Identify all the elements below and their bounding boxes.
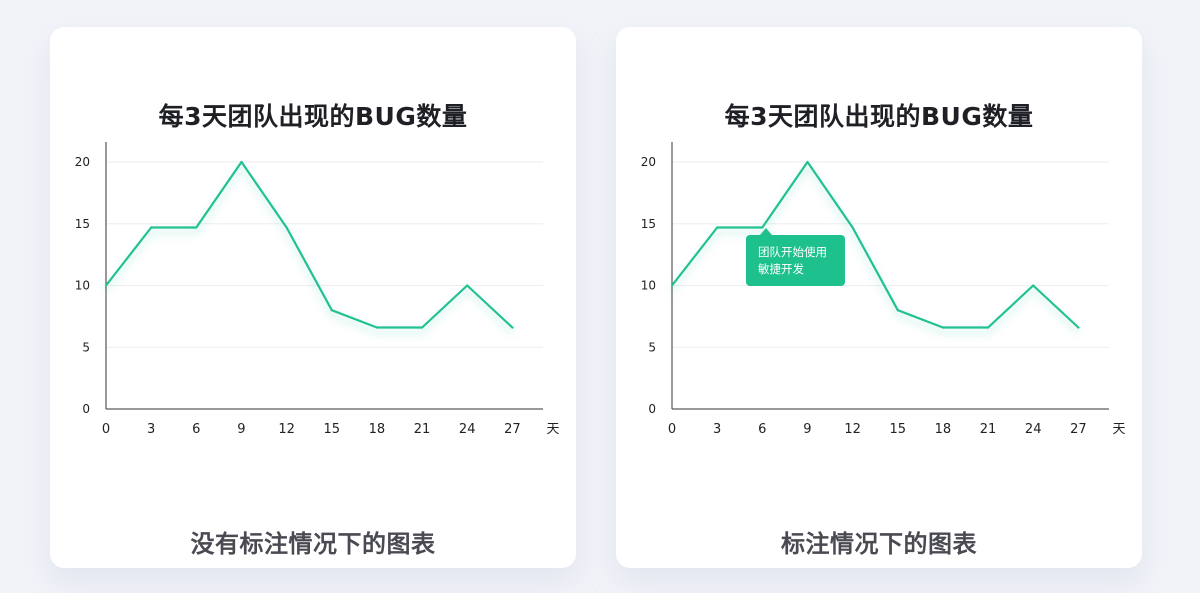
data-point: [330, 309, 333, 312]
y-tick-label: 5: [82, 340, 90, 354]
data-point: [375, 326, 378, 329]
x-tick-label: 24: [1025, 422, 1042, 437]
y-tick-label: 10: [75, 279, 90, 293]
x-tick-label: 15: [889, 422, 906, 437]
data-point: [941, 326, 944, 329]
x-tick-label: 3: [713, 422, 721, 437]
chart-caption: 标注情况下的图表: [781, 530, 977, 558]
x-tick-label: 12: [844, 422, 861, 437]
x-tick-label: 18: [369, 422, 386, 437]
y-tick-label: 20: [75, 155, 90, 169]
line-chart: 0 5 10 15 20 0 3 6 9 12 15 18 21 24 27 天: [641, 142, 1125, 437]
chart-caption: 没有标注情况下的图表: [190, 530, 436, 558]
x-tick-label: 3: [147, 422, 155, 437]
x-tick-label: 27: [1070, 422, 1087, 437]
data-point: [806, 160, 809, 164]
x-tick-label: 0: [102, 422, 110, 437]
annotation-line-1: 团队开始使用: [758, 245, 827, 259]
callout-pointer: [760, 228, 772, 235]
x-tick-label: 21: [414, 422, 431, 437]
x-tick-label: 24: [459, 422, 476, 437]
series-line: [670, 160, 1080, 329]
y-tick-label: 15: [641, 217, 656, 231]
data-point: [716, 226, 719, 229]
y-tick-label: 20: [641, 155, 656, 169]
data-point: [150, 226, 153, 229]
data-point: [1077, 326, 1080, 329]
data-point: [1032, 284, 1035, 287]
x-tick-label: 18: [935, 422, 952, 437]
data-point: [240, 160, 243, 164]
chart-card-unannotated: 每3天团队出现的BUG数量 0 5 10 15 20 0 3 6 9 12 15 18 21 24 27 天 …: [50, 27, 576, 568]
data-point: [851, 226, 854, 229]
x-tick-label: 6: [758, 422, 766, 437]
annotation-line-2: 敏捷开发: [758, 262, 804, 276]
y-tick-label: 15: [75, 217, 90, 231]
x-tick-label: 27: [504, 422, 521, 437]
x-axis-unit: 天: [1112, 422, 1125, 437]
chart-annotation-callout: 团队开始使用 敏捷开发: [746, 228, 845, 286]
x-tick-label: 6: [192, 422, 200, 437]
line-chart: 0 5 10 15 20 0 3 6 9 12 15 18 21 24 27 天: [75, 142, 559, 437]
data-point: [420, 326, 424, 329]
data-point: [104, 284, 108, 287]
chart-title: 每3天团队出现的BUG数量: [724, 102, 1034, 131]
x-axis-unit: 天: [546, 422, 559, 437]
y-tick-label: 0: [82, 402, 90, 416]
chart-title: 每3天团队出现的BUG数量: [158, 102, 468, 131]
y-tick-label: 0: [648, 402, 656, 416]
data-point: [670, 284, 674, 287]
data-point: [986, 326, 990, 329]
data-point: [285, 226, 288, 229]
x-tick-label: 9: [237, 422, 245, 437]
y-tick-label: 10: [641, 279, 656, 293]
data-point: [896, 309, 899, 312]
x-tick-label: 9: [803, 422, 811, 437]
data-point: [195, 226, 198, 229]
x-tick-label: 0: [668, 422, 676, 437]
x-tick-label: 21: [980, 422, 997, 437]
x-tick-label: 15: [323, 422, 340, 437]
series-line: [104, 160, 514, 329]
x-tick-label: 12: [278, 422, 295, 437]
chart-card-annotated: 每3天团队出现的BUG数量 0 5 10 15 20 0 3 6 9 12 15 18 21 24 27 天 …: [616, 27, 1142, 568]
y-tick-label: 5: [648, 340, 656, 354]
data-point: [466, 284, 469, 287]
data-point: [511, 326, 514, 329]
